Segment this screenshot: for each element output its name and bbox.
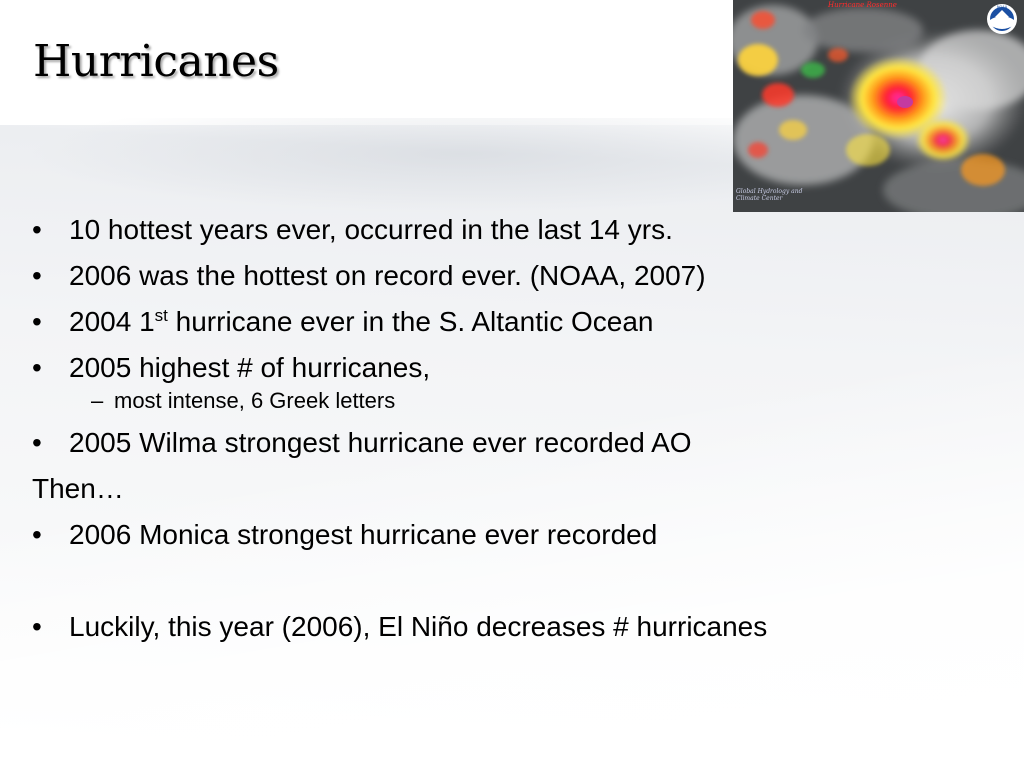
blank-line [0, 564, 1024, 610]
bullet-text: 2006 Monica strongest hurricane ever rec… [69, 519, 658, 550]
satellite-header-text: Hurricane Rosenne [828, 1, 897, 9]
bullet-text: 2005 highest # of hurricanes, [69, 352, 431, 383]
plain-text: Then… [32, 473, 124, 504]
sub-bullet-text: most intense, 6 Greek letters [114, 388, 396, 413]
bullet-text: 2005 Wilma strongest hurricane ever reco… [69, 427, 692, 458]
plain-text-line: Then… [0, 472, 1024, 506]
satellite-picture [733, 0, 1024, 212]
noaa-logo-icon: NOAA [987, 4, 1017, 34]
bullet-item: 10 hottest years ever, occurred in the l… [0, 213, 1024, 247]
hurricane-satellite-image: Hurricane Rosenne Global Hydrology and C… [733, 0, 1024, 212]
bullet-text-end: hurricane ever in the S. Altantic Ocean [167, 306, 654, 337]
satellite-caption: Global Hydrology and Climate Center [736, 188, 803, 202]
bullet-item: 2004 1st hurricane ever in the S. Altant… [0, 305, 1024, 339]
bullet-item: 2005 Wilma strongest hurricane ever reco… [0, 426, 1024, 460]
sub-bullet-item: most intense, 6 Greek letters [0, 388, 1024, 414]
bullet-text: 2006 was the hottest on record ever. (NO… [69, 260, 706, 291]
noaa-logo-label: NOAA [997, 5, 1008, 9]
bullet-item: 2006 Monica strongest hurricane ever rec… [0, 518, 1024, 552]
bullet-text: 10 hottest years ever, occurred in the l… [69, 214, 673, 245]
bullet-item: Luckily, this year (2006), El Niño decre… [0, 610, 1024, 644]
bullet-item: 2005 highest # of hurricanes, [0, 351, 1024, 385]
bullet-item: 2006 was the hottest on record ever. (NO… [0, 259, 1024, 293]
ordinal-suffix: st [154, 306, 168, 325]
bullet-text-start: 2004 1 [69, 306, 155, 337]
bullet-text: Luckily, this year (2006), El Niño decre… [69, 611, 768, 642]
bullet-list: 10 hottest years ever, occurred in the l… [0, 213, 1024, 656]
slide-title: Hurricanes [33, 36, 279, 87]
